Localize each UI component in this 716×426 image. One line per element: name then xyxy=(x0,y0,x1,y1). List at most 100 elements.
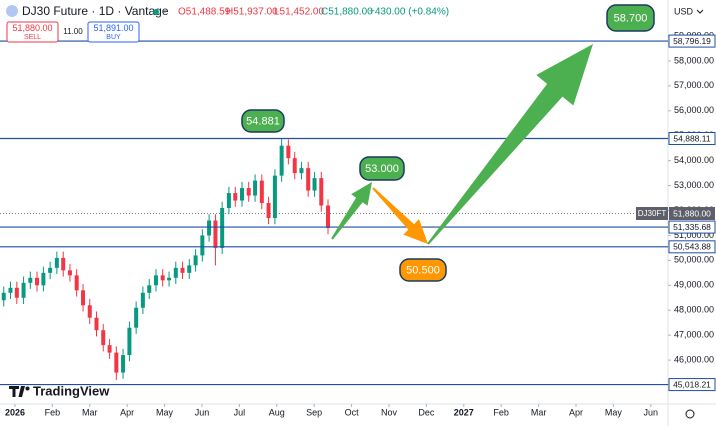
currency-caret xyxy=(696,9,704,14)
y-tick-label: 51,000.00 xyxy=(674,230,714,240)
candle-body xyxy=(8,287,13,293)
brand-logo xyxy=(9,386,25,397)
candle-body xyxy=(326,205,331,228)
buy-label: BUY xyxy=(106,34,121,41)
candle-body xyxy=(259,180,264,204)
annotation-bubble xyxy=(241,109,285,133)
candle-body xyxy=(14,287,19,298)
candle-body xyxy=(121,355,126,373)
sell-label: SELL xyxy=(24,34,41,41)
symbol-icon xyxy=(6,5,18,17)
x-tick-label: Feb xyxy=(45,407,61,417)
candle-body xyxy=(67,270,72,276)
x-tick-label: Mar xyxy=(531,407,547,417)
candle-body xyxy=(319,178,324,206)
level-label: 45,018.21 xyxy=(673,379,711,389)
arrows xyxy=(331,44,593,245)
candle-body xyxy=(140,292,145,308)
candle-body xyxy=(292,158,297,174)
buy-button[interactable] xyxy=(87,21,140,43)
y-tick-label: 56,000.00 xyxy=(674,105,714,115)
ohlc-high: H51,937.00 xyxy=(226,7,278,18)
annotation-bubble xyxy=(606,4,655,32)
candle-body xyxy=(279,145,284,176)
candle-body xyxy=(220,208,225,248)
y-tick-label: 50,000.00 xyxy=(674,255,714,265)
arrow-up-small xyxy=(331,182,372,240)
candle-body xyxy=(193,255,198,266)
candle-body xyxy=(28,277,33,283)
ohlc-low: L51,452.00 xyxy=(274,7,324,18)
x-tick-label: Mar xyxy=(82,407,98,417)
candle-body xyxy=(306,168,311,191)
brand-logo-dot xyxy=(25,386,30,391)
spread: 11.00 xyxy=(63,27,83,36)
y-tick-label: 57,000.00 xyxy=(674,80,714,90)
x-tick-label: Jun xyxy=(195,407,210,417)
candle-body xyxy=(246,188,251,196)
arrow-up-large xyxy=(427,44,593,245)
sell-button[interactable] xyxy=(6,21,59,43)
candle-body xyxy=(61,257,66,271)
x-tick-label: Aug xyxy=(269,407,285,417)
flag: ≈ xyxy=(162,7,167,16)
level-label: 58,796.19 xyxy=(673,36,711,46)
candle-body xyxy=(272,175,277,218)
level-label: 54,888.11 xyxy=(673,133,710,143)
sell-price: 51,880.00 xyxy=(12,23,52,33)
ohlc-open: O51,488.59 xyxy=(178,7,231,18)
x-tick-label: Sep xyxy=(306,407,322,417)
candle-body xyxy=(239,188,244,201)
candle-body xyxy=(187,265,192,273)
buy-price: 51,891.00 xyxy=(93,23,133,33)
annotation: 53.000 xyxy=(365,163,399,175)
y-tick-label: 47,000.00 xyxy=(674,330,714,340)
x-tick-label: 2027 xyxy=(454,407,474,417)
y-tick-label: 53,000.00 xyxy=(674,180,714,190)
currency[interactable]: USD xyxy=(674,6,694,16)
candle-body xyxy=(312,178,317,191)
candle-body xyxy=(153,275,158,286)
x-tick-label: Jun xyxy=(644,407,659,417)
candle-body xyxy=(81,290,86,306)
x-tick-label: Oct xyxy=(345,407,360,417)
candle-body xyxy=(21,282,26,298)
level-label-box xyxy=(668,240,716,254)
level-label-box xyxy=(668,34,716,48)
current-price-box xyxy=(669,207,715,221)
candle-body xyxy=(35,277,40,286)
candle-body xyxy=(41,272,46,286)
candle-body xyxy=(107,345,112,353)
x-tick-label: Apr xyxy=(569,407,583,417)
annotation-bubble xyxy=(399,258,447,282)
level-label-box xyxy=(668,220,716,234)
y-tick-label: 48,000.00 xyxy=(674,305,714,315)
x-tick-label: May xyxy=(156,407,174,417)
ohlc-change: +430.00 (+0.84%) xyxy=(369,7,449,18)
candle-body xyxy=(200,235,205,256)
y-tick-label: 58,000.00 xyxy=(674,55,714,65)
level-label-box xyxy=(668,378,716,392)
candle-body xyxy=(74,275,79,291)
candle-body xyxy=(101,330,106,346)
annotation: 58.700 xyxy=(614,12,648,24)
candle-body xyxy=(54,257,59,268)
settings-icon[interactable] xyxy=(685,409,695,419)
x-tick-label: Nov xyxy=(381,407,398,417)
candle-body xyxy=(48,267,53,273)
annotation: 54.881 xyxy=(246,115,280,127)
candle-body xyxy=(127,327,132,356)
x-tick-label: Feb xyxy=(493,407,509,417)
candle-body xyxy=(160,275,165,281)
market-status xyxy=(153,9,159,15)
symbol-title: DJ30 Future · 1D · Vantage xyxy=(22,4,169,18)
x-tick-label: 2026 xyxy=(5,407,25,417)
level-label: 50,543.88 xyxy=(673,242,711,252)
ohlc-close: C51,880.00 xyxy=(321,7,373,18)
level-label-box xyxy=(668,132,716,146)
y-tick-label: 54,000.00 xyxy=(674,155,714,165)
x-tick-label: May xyxy=(605,407,623,417)
x-tick-label: Jul xyxy=(234,407,246,417)
